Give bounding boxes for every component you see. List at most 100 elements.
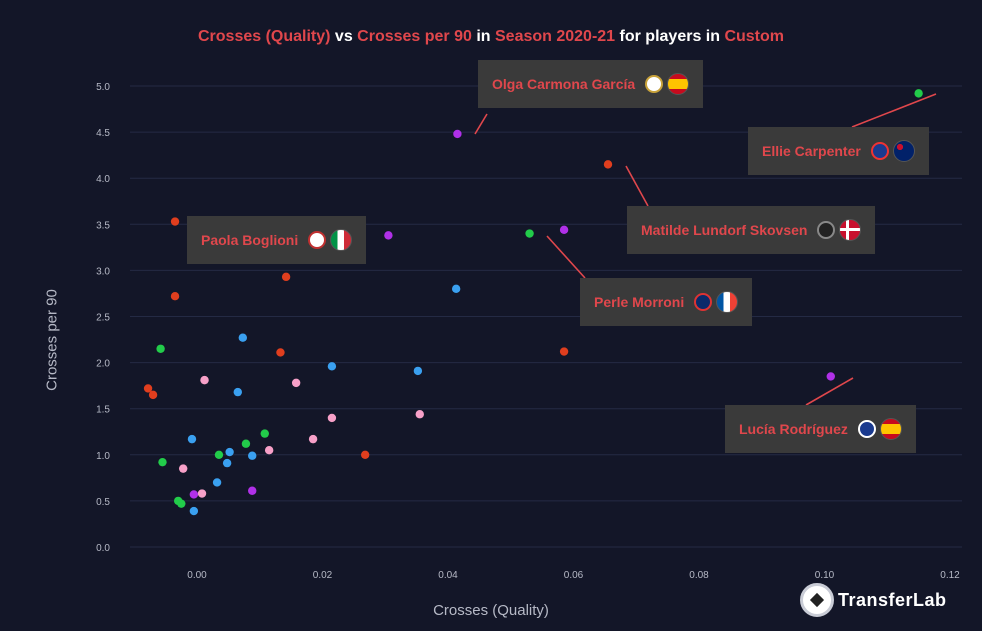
- scatter-point: [603, 160, 613, 169]
- player-name: Paola Boglioni: [201, 232, 299, 248]
- badges: [870, 140, 915, 162]
- scatter-point: [170, 292, 180, 301]
- country-flag-icon: [716, 291, 739, 313]
- club-crest-icon: [645, 75, 664, 93]
- scatter-point: [197, 489, 207, 498]
- scatter-point: [248, 451, 257, 460]
- annotation-leader-line: [474, 113, 488, 135]
- scatter-point: [178, 464, 188, 473]
- player-annotation: Matilde Lundorf Skovsen: [627, 206, 876, 254]
- scatter-point: [200, 375, 209, 385]
- scatter-point: [276, 348, 285, 357]
- scatter-point: [451, 284, 461, 294]
- scatter-point: [222, 458, 232, 468]
- scatter-point: [826, 372, 835, 381]
- player-annotation: Ellie Carpenter: [748, 127, 929, 175]
- scatter-point: [148, 390, 158, 400]
- y-tick-label: 3.5: [96, 220, 110, 231]
- x-tick-label: 0.02: [313, 570, 333, 581]
- country-flag-icon: [892, 140, 915, 162]
- club-crest-icon: [308, 231, 327, 249]
- scatter-point: [241, 439, 251, 448]
- scatter-point: [360, 450, 370, 459]
- scatter-point: [327, 362, 337, 371]
- chart-title: Crosses (Quality) vs Crosses per 90 in S…: [0, 28, 982, 46]
- club-crest-icon: [870, 142, 889, 160]
- title-part: Crosses (Quality): [197, 28, 331, 45]
- scatter-point: [233, 387, 242, 397]
- y-tick-label: 2.5: [96, 313, 110, 324]
- badges: [694, 291, 739, 313]
- annotation-leader-line: [625, 165, 649, 207]
- player-name: Olga Carmona García: [492, 76, 636, 92]
- badges: [857, 418, 902, 440]
- scatter-point: [170, 217, 180, 226]
- scatter-point: [143, 384, 153, 393]
- badges: [308, 229, 353, 251]
- x-tick-label: 0.04: [438, 570, 458, 581]
- scatter-point: [158, 457, 167, 467]
- club-crest-icon: [857, 420, 876, 438]
- scatter-point: [156, 344, 165, 353]
- y-tick-label: 1.0: [96, 451, 110, 462]
- y-tick-label: 0.5: [96, 497, 110, 508]
- transferlab-logo: TransferLab: [800, 583, 947, 617]
- scatter-point: [559, 347, 569, 356]
- title-part: Custom: [724, 28, 785, 45]
- scatter-point: [559, 225, 569, 235]
- scatter-point: [212, 478, 222, 487]
- club-crest-icon: [694, 293, 713, 311]
- x-tick-label: 0.06: [564, 570, 584, 581]
- annotation-leader-line: [805, 377, 854, 406]
- player-annotation: Perle Morroni: [580, 278, 753, 326]
- x-tick-label: 0.10: [815, 570, 835, 581]
- y-tick-label: 2.0: [96, 359, 110, 370]
- scatter-point: [327, 413, 337, 423]
- y-tick-label: 4.0: [96, 174, 110, 185]
- player-name: Matilde Lundorf Skovsen: [641, 222, 808, 238]
- x-tick-label: 0.08: [689, 570, 709, 581]
- x-tick-label: 0.00: [187, 570, 207, 581]
- annotation-leader-line: [546, 235, 586, 279]
- scatter-point: [525, 229, 534, 238]
- player-name: Lucía Rodríguez: [739, 421, 848, 437]
- badges: [817, 219, 862, 241]
- scatter-point: [308, 434, 318, 444]
- y-tick-label: 1.5: [96, 405, 110, 416]
- badges: [645, 73, 690, 95]
- player-annotation: Lucía Rodríguez: [725, 405, 916, 453]
- scatter-point: [281, 272, 291, 282]
- scatter-point: [214, 450, 224, 459]
- scatter-point: [177, 499, 186, 508]
- y-tick-label: 5.0: [96, 82, 110, 93]
- player-annotation: Olga Carmona García: [478, 60, 704, 108]
- scatter-point: [189, 490, 199, 499]
- title-part: for players in: [615, 28, 725, 45]
- scatter-point: [264, 445, 274, 455]
- title-part: in: [471, 28, 495, 45]
- y-tick-label: 4.5: [96, 128, 110, 139]
- country-flag-icon: [839, 219, 862, 241]
- country-flag-icon: [879, 418, 902, 440]
- player-name: Ellie Carpenter: [762, 143, 861, 159]
- scatter-point: [248, 486, 257, 495]
- title-part: Crosses per 90: [357, 28, 472, 45]
- country-flag-icon: [330, 229, 353, 251]
- annotation-leader-line: [851, 93, 937, 128]
- x-tick-label: 0.12: [940, 570, 960, 581]
- title-part: vs: [330, 28, 358, 45]
- scatter-point: [415, 410, 424, 419]
- scatter-point: [225, 447, 234, 457]
- y-tick-label: 3.0: [96, 266, 110, 277]
- club-crest-icon: [817, 221, 836, 239]
- player-annotation: Paola Boglioni: [187, 216, 367, 264]
- title-part: Season 2020-21: [495, 28, 616, 45]
- country-flag-icon: [667, 73, 690, 95]
- football-icon: [800, 583, 834, 617]
- scatter-point: [238, 333, 248, 342]
- scatter-point: [291, 378, 301, 388]
- scatter-point: [260, 429, 269, 438]
- scatter-point: [189, 506, 199, 516]
- scatter-point: [384, 231, 393, 240]
